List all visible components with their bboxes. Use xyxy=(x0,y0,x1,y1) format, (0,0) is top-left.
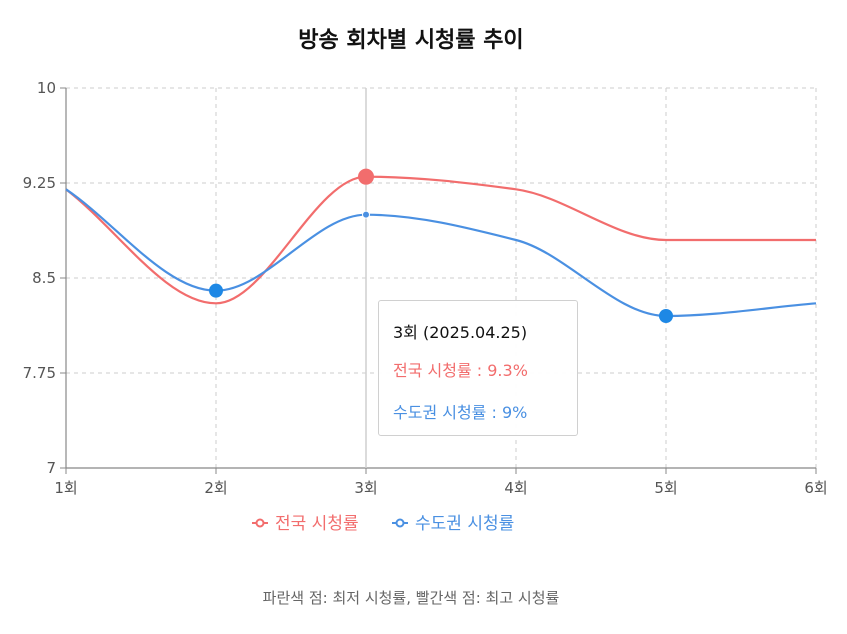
y-tick-label: 9.25 xyxy=(23,174,56,192)
active-point-1 xyxy=(362,210,370,219)
y-axis-ticks: 7 7.75 8.5 9.25 10 xyxy=(23,79,66,477)
series-lines xyxy=(65,175,817,318)
x-tick-label: 3회 xyxy=(354,479,377,497)
min-point xyxy=(659,309,673,323)
x-tick-label: 1회 xyxy=(54,479,77,497)
series-line-1 xyxy=(65,188,817,318)
x-tick-label: 6회 xyxy=(804,479,827,497)
footnote: 파란색 점: 최저 시청률, 빨간색 점: 최고 시청률 xyxy=(263,589,560,607)
tooltip-row-metro: 수도권 시청률 : 9% xyxy=(393,403,528,422)
max-point xyxy=(358,168,374,185)
legend-marker-0 xyxy=(255,518,265,528)
y-tick-label: 7.75 xyxy=(23,364,56,382)
tooltip: 3회 (2025.04.25) 전국 시청률 : 9.3% 수도권 시청률 : … xyxy=(378,300,578,436)
x-tick-label: 5회 xyxy=(654,479,677,497)
grid xyxy=(66,87,817,468)
series-line-0 xyxy=(65,175,816,305)
legend-label-1: 수도권 시청률 xyxy=(415,514,514,534)
y-tick-label: 8.5 xyxy=(32,269,56,287)
y-tick-label: 10 xyxy=(37,79,56,97)
tooltip-title: 3회 (2025.04.25) xyxy=(393,323,528,342)
x-tick-label: 4회 xyxy=(504,479,527,497)
legend-marker-1 xyxy=(395,518,405,528)
x-axis-ticks: 1회 2회 3회 4회 5회 6회 xyxy=(54,468,828,497)
x-tick-label: 2회 xyxy=(204,479,227,497)
chart-title: 방송 회차별 시청률 추이 xyxy=(298,28,523,53)
tooltip-row-national: 전국 시청률 : 9.3% xyxy=(393,361,528,380)
min-point xyxy=(209,283,223,298)
y-tick-label: 7 xyxy=(46,459,56,477)
legend-label-0: 전국 시청률 xyxy=(275,514,359,534)
legend: 전국 시청률 수도권 시청률 xyxy=(252,514,514,534)
series-points xyxy=(209,168,673,323)
